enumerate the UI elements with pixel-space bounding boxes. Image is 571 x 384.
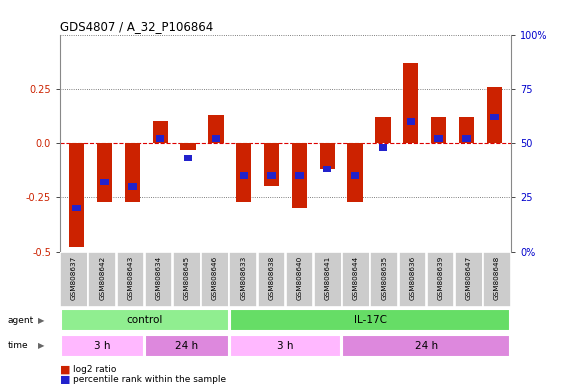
Bar [145,252,172,307]
Bar [292,143,307,208]
Bar [323,166,332,172]
Bar [375,117,391,143]
Text: GSM808643: GSM808643 [127,256,134,300]
Bar [286,252,313,307]
Bar [267,172,276,179]
Bar [208,115,223,143]
Text: agent: agent [7,316,34,325]
Bar [184,155,192,162]
Bar [128,183,136,190]
Text: control: control [126,315,163,325]
Bar [407,118,415,124]
Bar [343,335,510,357]
Bar [61,335,144,357]
Bar [435,136,443,142]
Bar [180,143,196,149]
Bar [463,136,471,142]
Text: GSM808645: GSM808645 [184,256,190,300]
Text: ■: ■ [60,374,70,384]
Bar [459,117,474,143]
Text: 24 h: 24 h [415,341,438,351]
Bar [201,252,229,307]
Bar [89,252,116,307]
Text: GSM808638: GSM808638 [268,256,275,300]
Text: GSM808633: GSM808633 [240,256,246,300]
Text: 24 h: 24 h [175,341,198,351]
Bar [239,172,248,179]
Bar [490,114,498,120]
Bar [351,172,359,179]
Text: 3 h: 3 h [94,341,111,351]
Bar [427,252,455,307]
Text: log2 ratio: log2 ratio [73,365,116,374]
Bar [403,63,419,143]
Bar [295,172,304,179]
Bar [69,143,85,247]
Bar [212,136,220,142]
Bar [124,143,140,202]
Text: ▶: ▶ [38,341,45,351]
Bar [431,117,447,143]
Bar [60,252,88,307]
Text: GSM808641: GSM808641 [325,256,331,300]
Bar [156,136,164,142]
Text: 3 h: 3 h [278,341,293,351]
Bar [230,335,341,357]
Text: GSM808644: GSM808644 [353,256,359,300]
Text: GSM808640: GSM808640 [296,256,303,300]
Bar [455,252,482,307]
Bar [399,252,426,307]
Text: GSM808639: GSM808639 [437,256,444,300]
Text: percentile rank within the sample: percentile rank within the sample [73,375,226,384]
Text: GSM808634: GSM808634 [156,256,162,300]
Bar [230,252,257,307]
Text: GSM808635: GSM808635 [381,256,387,300]
Bar [371,252,398,307]
Bar [173,252,200,307]
Bar [486,87,502,143]
Bar [264,143,279,187]
Bar [116,252,144,307]
Bar [379,144,387,151]
Text: ▶: ▶ [38,316,45,325]
Bar [100,179,108,185]
Bar [145,335,228,357]
Bar [320,143,335,169]
Text: time: time [7,341,28,351]
Bar [73,205,81,211]
Text: GSM808642: GSM808642 [99,256,105,300]
Text: GSM808648: GSM808648 [494,256,500,300]
Bar [61,309,228,331]
Text: GSM808646: GSM808646 [212,256,218,300]
Bar [258,252,286,307]
Text: GSM808636: GSM808636 [409,256,415,300]
Bar [342,252,370,307]
Bar [236,143,251,202]
Bar [230,309,510,331]
Bar [314,252,341,307]
Text: ■: ■ [60,364,70,374]
Bar [348,143,363,202]
Text: GSM808647: GSM808647 [466,256,472,300]
Bar [483,252,511,307]
Text: GSM808637: GSM808637 [71,256,77,300]
Text: IL-17C: IL-17C [353,315,387,325]
Text: GDS4807 / A_32_P106864: GDS4807 / A_32_P106864 [60,20,213,33]
Bar [152,121,168,143]
Bar [97,143,112,202]
